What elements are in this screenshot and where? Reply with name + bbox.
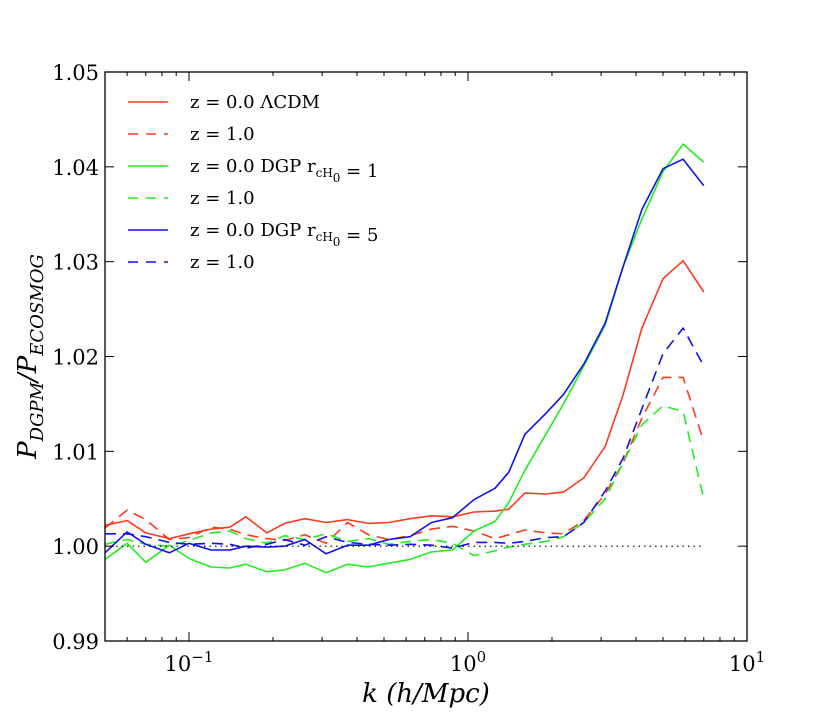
x-tick-label: 100	[450, 648, 486, 676]
y-tick-label: 1.01	[52, 440, 99, 464]
y-tick-label: 1.03	[52, 251, 99, 275]
y-tick-label: 0.99	[52, 630, 99, 654]
legend-label-6: z = 1.0	[190, 252, 255, 273]
series-layer	[104, 143, 705, 574]
y-tick-label: 1.04	[52, 156, 99, 180]
y-tick-label: 1.00	[52, 535, 99, 559]
legend-label-4: z = 1.0	[190, 188, 255, 209]
legend-label-1: z = 0.0 ΛCDM	[190, 92, 320, 113]
legend-label-3: z = 0.0 DGP rcH0 = 1	[190, 156, 378, 185]
legend: z = 0.0 ΛCDM z = 1.0 z = 0.0 DGP rcH0 = 1 z…	[128, 92, 378, 273]
series-line-3	[104, 143, 705, 574]
legend-label-5: z = 0.0 DGP rcH0 = 5	[190, 220, 378, 249]
series-line-6	[105, 327, 705, 549]
y-tick-label: 1.05	[52, 61, 99, 85]
series-line-5	[104, 158, 705, 555]
legend-label-2: z = 1.0	[190, 124, 255, 145]
series-line-4	[104, 404, 705, 557]
y-tick-label: 1.02	[52, 346, 99, 370]
x-tick-label: 10−1	[165, 648, 214, 676]
x-axis-label: k (h/Mpc)	[362, 679, 490, 709]
series-line-1	[104, 259, 705, 540]
series-line-2	[104, 376, 705, 545]
x-tick-label: 101	[729, 648, 765, 676]
y-axis-label: PDGPM/PECOSMOG	[13, 254, 48, 460]
ticks-layer: 0.99 1.00 1.01 1.02 1.03 1.04 1.05 10−1 100 101	[52, 61, 765, 676]
